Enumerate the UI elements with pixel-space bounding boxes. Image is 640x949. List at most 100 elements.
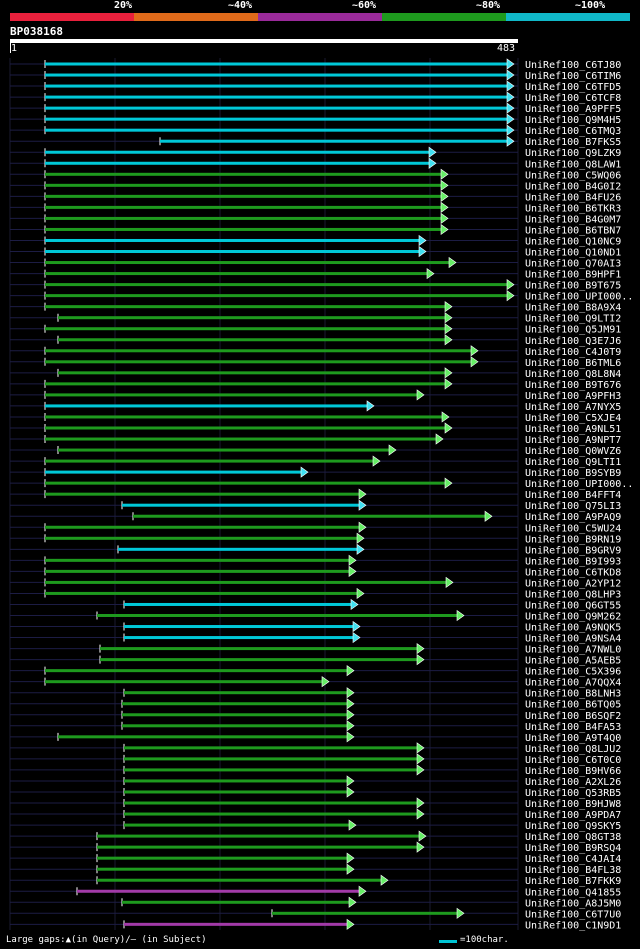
hit-label[interactable]: UniRef100_Q53RB5 xyxy=(525,788,621,799)
hit-label[interactable]: UniRef100_C6TJ80 xyxy=(525,60,621,71)
hit-label[interactable]: UniRef100_Q6GT55 xyxy=(525,600,621,611)
hit-label[interactable]: UniRef100_A2YP12 xyxy=(525,578,621,589)
hit-label[interactable]: UniRef100_A2XL26 xyxy=(525,777,621,788)
hit-label[interactable]: UniRef100_B9RN19 xyxy=(525,534,621,545)
hit-arrow-head xyxy=(348,565,357,577)
hit-label[interactable]: UniRef100_Q3E7J6 xyxy=(525,336,621,347)
hit-label[interactable]: UniRef100_A9NSA4 xyxy=(525,634,621,645)
hit-label[interactable]: UniRef100_B4FFT4 xyxy=(525,490,621,501)
hit-label[interactable]: UniRef100_C6TIM6 xyxy=(525,71,621,82)
hit-label[interactable]: UniRef100_Q9LZK9 xyxy=(525,148,621,159)
hit-bar xyxy=(45,492,360,496)
hit-bar xyxy=(45,536,358,540)
hit-label[interactable]: UniRef100_C6T7U0 xyxy=(525,909,621,920)
hit-label[interactable]: UniRef100_B6TQ05 xyxy=(525,700,621,711)
hit-label[interactable]: UniRef100_Q9SKY5 xyxy=(525,821,621,832)
hit-label[interactable]: UniRef100_UPI000.. xyxy=(525,292,633,303)
hit-label[interactable]: UniRef100_A9PDA7 xyxy=(525,810,621,821)
hit-bar xyxy=(45,470,302,474)
hit-label[interactable]: UniRef100_UPI000.. xyxy=(525,479,633,490)
hit-label[interactable]: UniRef100_B9T675 xyxy=(525,281,621,292)
hit-label[interactable]: UniRef100_A7NYX5 xyxy=(525,402,621,413)
hit-label[interactable]: UniRef100_B9I993 xyxy=(525,556,621,567)
hit-label[interactable]: UniRef100_Q75LI3 xyxy=(525,501,621,512)
hit-label[interactable]: UniRef100_Q8LHP3 xyxy=(525,589,621,600)
hit-label[interactable]: UniRef100_Q70AI3 xyxy=(525,259,621,270)
hit-label[interactable]: UniRef100_B4G0I2 xyxy=(525,181,621,192)
hit-label[interactable]: UniRef100_B9GRV9 xyxy=(525,545,621,556)
hit-label[interactable]: UniRef100_B9SYB9 xyxy=(525,468,621,479)
hit-label[interactable]: UniRef100_B9HPF1 xyxy=(525,270,621,281)
hit-arrow-head xyxy=(506,80,515,92)
hit-label[interactable]: UniRef100_C6TCF8 xyxy=(525,93,621,104)
hit-label[interactable]: UniRef100_Q41855 xyxy=(525,887,621,898)
hit-label[interactable]: UniRef100_B6TBN7 xyxy=(525,225,621,236)
hit-label[interactable]: UniRef100_B6TML6 xyxy=(525,358,621,369)
hit-label[interactable]: UniRef100_A8J5M0 xyxy=(525,898,621,909)
hit-label[interactable]: UniRef100_C5WQ06 xyxy=(525,170,621,181)
hit-label[interactable]: UniRef100_A9NPT7 xyxy=(525,435,621,446)
hit-label[interactable]: UniRef100_Q8LAW1 xyxy=(525,159,621,170)
hit-label[interactable]: UniRef100_C5WU24 xyxy=(525,523,621,534)
hit-label[interactable]: UniRef100_C4JAI4 xyxy=(525,854,621,865)
hit-label[interactable]: UniRef100_B9HJW8 xyxy=(525,799,621,810)
hit-label[interactable]: UniRef100_C6TFD5 xyxy=(525,82,621,93)
hit-bar xyxy=(124,636,354,640)
hit-label[interactable]: UniRef100_Q8LJU2 xyxy=(525,744,621,755)
hit-label[interactable]: UniRef100_C6T0C0 xyxy=(525,755,621,766)
hit-label[interactable]: UniRef100_C5XJE4 xyxy=(525,413,621,424)
hit-bar xyxy=(97,614,458,617)
hit-arrow-head xyxy=(440,168,449,180)
hit-label[interactable]: UniRef100_Q9LTI1 xyxy=(525,457,621,468)
hit-arrow-head xyxy=(440,201,449,213)
hit-arrow-head xyxy=(418,234,427,247)
hit-bar xyxy=(45,591,358,595)
hit-label[interactable]: UniRef100_B4FA53 xyxy=(525,722,621,733)
hit-label[interactable]: UniRef100_A9T4Q0 xyxy=(525,733,621,744)
hit-label[interactable]: UniRef100_A9NL51 xyxy=(525,424,621,435)
hit-label[interactable]: UniRef100_A9PFF5 xyxy=(525,104,621,115)
hit-label[interactable]: UniRef100_B4FL38 xyxy=(525,865,621,876)
hit-label[interactable]: UniRef100_Q8GT38 xyxy=(525,832,621,843)
legend-label: 20% xyxy=(114,0,133,11)
hit-label[interactable]: UniRef100_B6SQF2 xyxy=(525,711,621,722)
hit-label[interactable]: UniRef100_B9T676 xyxy=(525,380,621,391)
hit-label[interactable]: UniRef100_B9RSQ4 xyxy=(525,843,621,854)
hit-arrow-head xyxy=(346,698,355,710)
hit-label[interactable]: UniRef100_B8A9X4 xyxy=(525,303,621,314)
hit-label[interactable]: UniRef100_C5X396 xyxy=(525,667,621,678)
hit-bar xyxy=(45,437,437,441)
hit-label[interactable]: UniRef100_Q8L8N4 xyxy=(525,369,621,380)
hit-bar xyxy=(122,900,350,904)
hit-label[interactable]: UniRef100_B4FU26 xyxy=(525,192,621,203)
hit-arrow-head xyxy=(346,687,355,699)
hit-label[interactable]: UniRef100_Q0WVZ6 xyxy=(525,446,621,457)
hit-label[interactable]: UniRef100_B7FKK9 xyxy=(525,876,621,887)
hit-label[interactable]: UniRef100_A9PFH3 xyxy=(525,391,621,402)
hit-label[interactable]: UniRef100_C1N9D1 xyxy=(525,920,621,931)
hit-label[interactable]: UniRef100_Q5JM91 xyxy=(525,325,621,336)
legend-swatch xyxy=(382,13,506,21)
hit-label[interactable]: UniRef100_Q9M262 xyxy=(525,612,621,623)
hit-label[interactable]: UniRef100_B9HV66 xyxy=(525,766,621,777)
hit-label[interactable]: UniRef100_Q9M4H5 xyxy=(525,115,621,126)
hit-label[interactable]: UniRef100_A5AEB5 xyxy=(525,656,621,667)
legend-swatch xyxy=(10,13,134,21)
hit-label[interactable]: UniRef100_C4J0T9 xyxy=(525,347,621,358)
hit-label[interactable]: UniRef100_C6TKD8 xyxy=(525,567,621,578)
hit-label[interactable]: UniRef100_A7QQX4 xyxy=(525,678,621,689)
hit-label[interactable]: UniRef100_Q10NC9 xyxy=(525,236,621,247)
hit-label[interactable]: UniRef100_Q9LTI2 xyxy=(525,314,621,325)
scale-label: =100char. xyxy=(460,935,509,945)
hit-label[interactable]: UniRef100_Q10ND1 xyxy=(525,248,621,259)
hit-label[interactable]: UniRef100_A9NQK5 xyxy=(525,623,621,634)
hit-label[interactable]: UniRef100_A9PAQ9 xyxy=(525,512,621,523)
hit-label[interactable]: UniRef100_A7NWL0 xyxy=(525,645,621,656)
hit-label[interactable]: UniRef100_B7FKS5 xyxy=(525,137,621,148)
hit-label[interactable]: UniRef100_B4G0M7 xyxy=(525,214,621,225)
hit-label[interactable]: UniRef100_C6TMQ3 xyxy=(525,126,621,137)
hit-bar xyxy=(45,294,508,298)
hit-arrow-head xyxy=(506,113,515,125)
hit-label[interactable]: UniRef100_B6TKR3 xyxy=(525,203,621,214)
hit-label[interactable]: UniRef100_B8LNH3 xyxy=(525,689,621,700)
